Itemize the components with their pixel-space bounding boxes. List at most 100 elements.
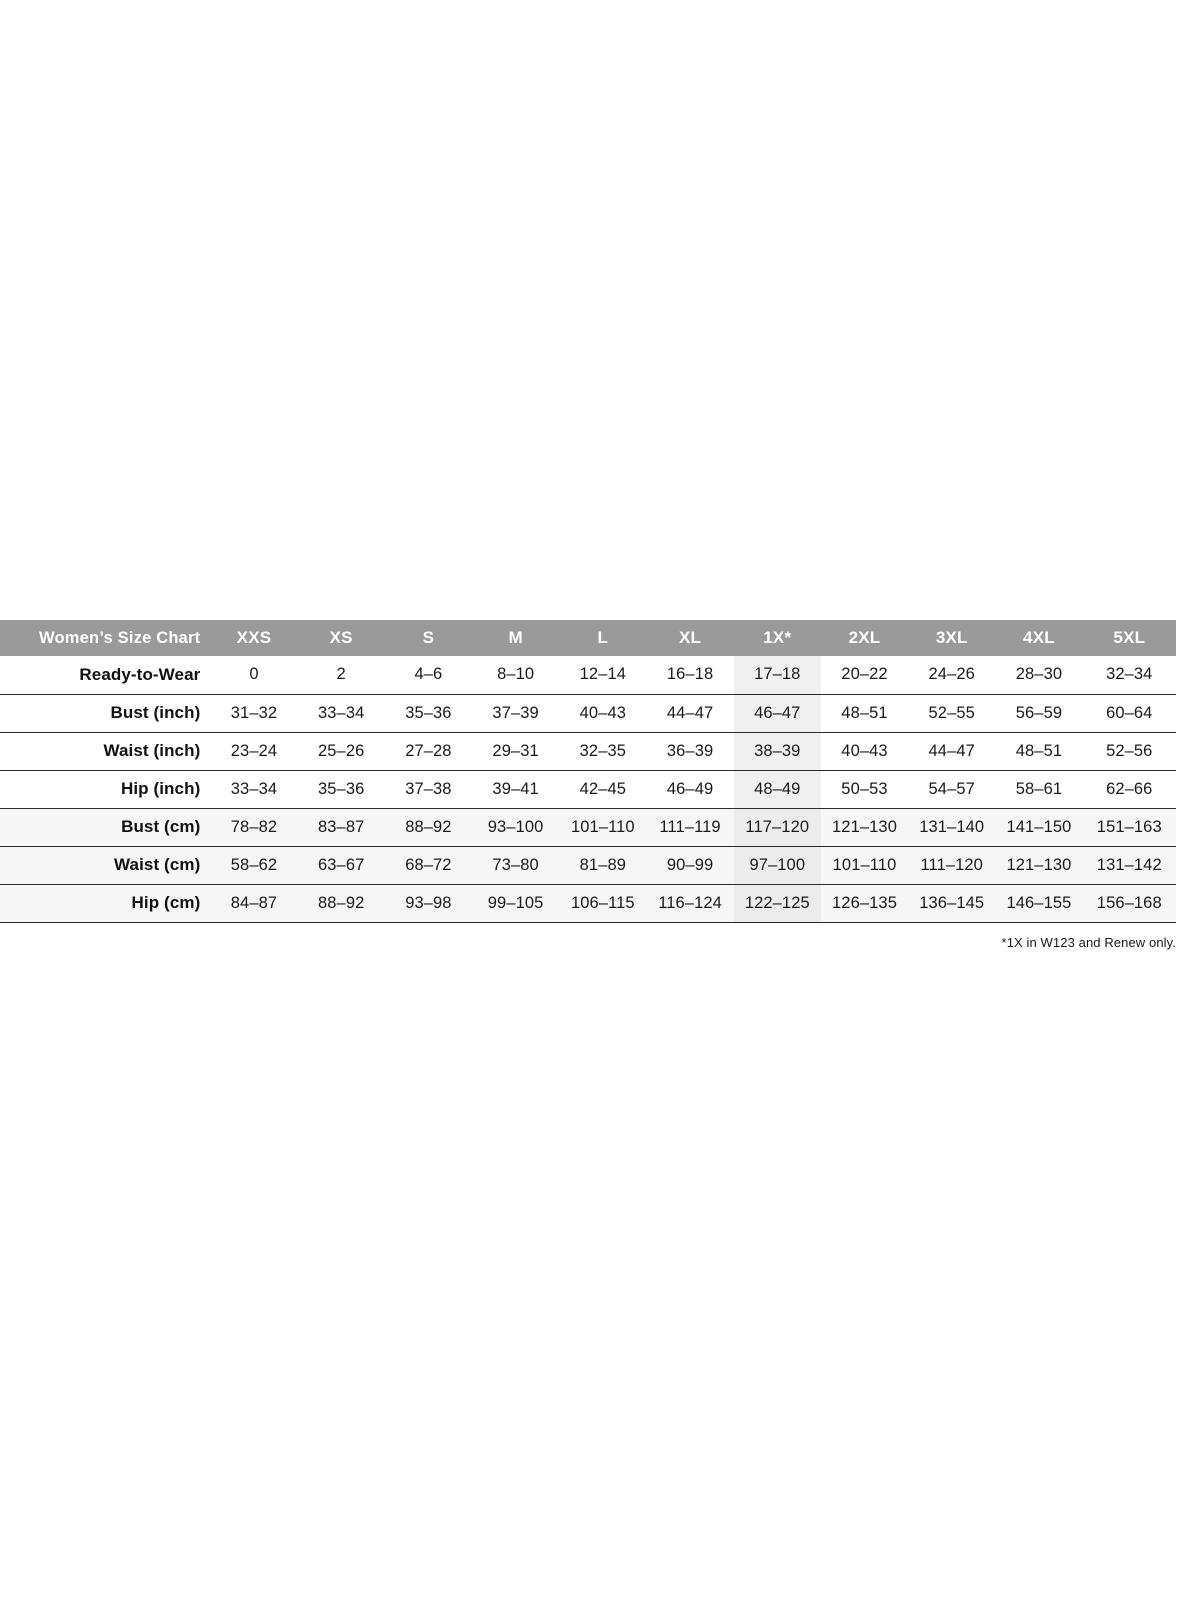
- cell-value: 44–47: [908, 731, 996, 770]
- cell-value: 126–135: [820, 883, 909, 923]
- cell-value: 54–57: [908, 769, 996, 808]
- cell-value: 40–43: [820, 731, 909, 770]
- cell-value: 81–89: [559, 845, 647, 884]
- cell-value: 101–110: [559, 807, 647, 846]
- row-label: Waist (inch): [0, 731, 211, 770]
- header-cell-s: S: [422, 628, 435, 647]
- size-chart-container: Women’s Size Chart XXS XS S M L XL 1X* 2…: [0, 620, 1176, 950]
- cell-value-1x: 97–100: [733, 845, 821, 884]
- cell-value: 12–14: [579, 665, 627, 684]
- cell-value: 62–66: [1082, 769, 1176, 808]
- footnote: *1X in W123 and Renew only.: [1001, 934, 1176, 950]
- cell-value: 35–36: [297, 769, 385, 808]
- cell-value-1x: 122–125: [733, 883, 821, 923]
- cell-value: 32–34: [1106, 665, 1153, 684]
- table-header: Women’s Size Chart XXS XS S M L XL 1X* 2…: [0, 620, 1176, 656]
- cell-value: 4–6: [414, 665, 443, 684]
- cell-value: 20–22: [841, 665, 888, 684]
- cell-value: 73–80: [472, 845, 560, 884]
- row-label: Waist (cm): [0, 845, 211, 884]
- cell-value: 78–82: [210, 807, 298, 846]
- row-label: Bust (cm): [0, 807, 211, 846]
- cell-value: 28–30: [1015, 665, 1063, 684]
- cell-value: 146–155: [995, 883, 1083, 923]
- cell-value: 90–99: [646, 845, 734, 884]
- cell-value-1x: 48–49: [733, 769, 821, 808]
- cell-value: 88–92: [384, 807, 473, 846]
- cell-value: 84–87: [210, 883, 298, 923]
- cell-value: 29–31: [472, 731, 560, 770]
- cell-value: 42–45: [559, 769, 647, 808]
- cell-value: 33–34: [210, 769, 298, 808]
- cell-value: 83–87: [297, 807, 385, 846]
- header-cell-xs: XS: [329, 628, 353, 647]
- cell-value: 52–56: [1082, 731, 1176, 770]
- cell-value: 35–36: [384, 693, 473, 732]
- header-cell-l: L: [597, 628, 609, 647]
- cell-value: 2: [336, 665, 346, 684]
- row-label: Ready-to-Wear: [79, 664, 201, 684]
- cell-value: 36–39: [646, 731, 734, 770]
- cell-value: 37–38: [384, 769, 473, 808]
- cell-value: 131–140: [908, 807, 996, 846]
- cell-value: 52–55: [908, 693, 996, 732]
- header-cell-5xl: 5XL: [1113, 628, 1146, 647]
- cell-value: 116–124: [646, 883, 734, 923]
- cell-value: 141–150: [995, 807, 1083, 846]
- cell-value: 33–34: [297, 693, 385, 732]
- cell-value: 68–72: [384, 845, 473, 884]
- header-row: Women’s Size Chart XXS XS S M L XL 1X* 2…: [0, 620, 1176, 656]
- cell-value: 151–163: [1082, 807, 1176, 846]
- table-row: Waist (inch) 23–24 25–26 27–28 29–31 32–…: [0, 731, 1176, 770]
- cell-value: 88–92: [297, 883, 385, 923]
- cell-value: 16–18: [666, 665, 714, 684]
- header-cell-xxs: XXS: [236, 628, 272, 647]
- cell-value: 156–168: [1082, 883, 1176, 923]
- cell-value: 31–32: [210, 693, 298, 732]
- row-label: Bust (inch): [0, 693, 211, 732]
- cell-value: 93–98: [384, 883, 473, 923]
- header-cell-xl: XL: [679, 628, 702, 647]
- cell-value: 23–24: [210, 731, 298, 770]
- cell-value-1x: 46–47: [733, 693, 821, 732]
- cell-value: 8–10: [497, 665, 535, 684]
- table-row: Hip (cm) 84–87 88–92 93–98 99–105 106–11…: [0, 883, 1176, 923]
- cell-value: 56–59: [995, 693, 1083, 732]
- header-cell-m: M: [508, 628, 523, 647]
- cell-value: 37–39: [472, 693, 560, 732]
- header-cell-4xl: 4XL: [1023, 628, 1055, 647]
- header-cell-1x: 1X*: [733, 620, 821, 656]
- table-row: Bust (inch) 31–32 33–34 35–36 37–39 40–4…: [0, 693, 1176, 732]
- cell-value-1x: 38–39: [733, 731, 821, 770]
- cell-value: 50–53: [820, 769, 909, 808]
- header-cell-2xl: 2XL: [848, 628, 881, 647]
- cell-value: 48–51: [995, 731, 1083, 770]
- cell-value: 27–28: [384, 731, 473, 770]
- cell-value: 24–26: [928, 665, 975, 684]
- cell-value: 121–130: [995, 845, 1083, 884]
- table-body: Ready-to-Wear 0 2 4–6 8–10 12–14 16–18 1…: [0, 656, 1176, 923]
- cell-value: 0: [249, 665, 259, 684]
- row-label: Hip (cm): [0, 883, 211, 923]
- table-row: Waist (cm) 58–62 63–67 68–72 73–80 81–89…: [0, 845, 1176, 884]
- cell-value: 131–142: [1082, 845, 1176, 884]
- header-cell-title: Women’s Size Chart: [39, 628, 201, 647]
- cell-value-1x: 17–18: [733, 656, 821, 694]
- header-cell-3xl: 3XL: [935, 628, 968, 647]
- table-row: Ready-to-Wear 0 2 4–6 8–10 12–14 16–18 1…: [0, 656, 1176, 694]
- row-label: Hip (inch): [0, 769, 211, 808]
- cell-value: 99–105: [472, 883, 560, 923]
- cell-value: 44–47: [646, 693, 734, 732]
- womens-size-chart-table: Women’s Size Chart XXS XS S M L XL 1X* 2…: [0, 620, 1176, 923]
- cell-value: 46–49: [646, 769, 734, 808]
- cell-value: 58–61: [995, 769, 1083, 808]
- cell-value: 93–100: [472, 807, 560, 846]
- table-row: Hip (inch) 33–34 35–36 37–38 39–41 42–45…: [0, 769, 1176, 808]
- cell-value: 111–120: [908, 845, 996, 884]
- cell-value: 111–119: [646, 807, 734, 846]
- cell-value: 48–51: [820, 693, 909, 732]
- cell-value: 40–43: [559, 693, 647, 732]
- cell-value: 63–67: [297, 845, 385, 884]
- cell-value: 101–110: [820, 845, 909, 884]
- cell-value: 121–130: [820, 807, 909, 846]
